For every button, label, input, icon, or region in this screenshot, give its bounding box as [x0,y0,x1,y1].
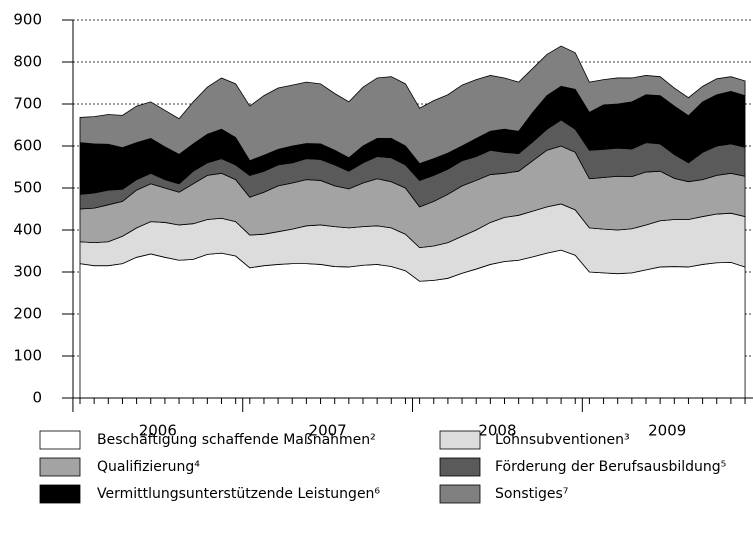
x-group-label: 2009 [648,422,686,440]
legend-label: Qualifizierung⁴ [97,459,200,475]
y-tick-label: 800 [13,53,42,71]
legend-label: Förderung der Berufsausbildung⁵ [495,459,726,475]
y-tick-label: 600 [13,137,42,155]
legend-label: Beschäftigung schaffende Maßnahmen² [97,432,376,448]
x-group-label: 2007 [309,422,347,440]
y-tick-label: 700 [13,95,42,113]
legend-swatch [439,457,481,477]
y-tick-label: 100 [13,347,42,365]
legend-label: Lohnsubventionen³ [495,432,630,448]
x-group-label: 2006 [139,422,177,440]
legend-swatch [39,484,81,504]
y-tick-label: 900 [13,11,42,29]
y-tick-label: 0 [32,389,42,407]
legend-swatch [439,430,481,450]
legend-label: Sonstiges⁷ [495,486,568,502]
y-tick-label: 400 [13,221,42,239]
y-tick-label: 500 [13,179,42,197]
legend-swatch [39,457,81,477]
area [79,45,746,165]
legend-label: Vermittlungsunterstützende Leistungen⁶ [97,486,380,502]
legend-swatch [39,430,81,450]
legend-swatch [439,484,481,504]
x-group-label: 2008 [478,422,516,440]
y-tick-label: 300 [13,263,42,281]
y-tick-label: 200 [13,305,42,323]
